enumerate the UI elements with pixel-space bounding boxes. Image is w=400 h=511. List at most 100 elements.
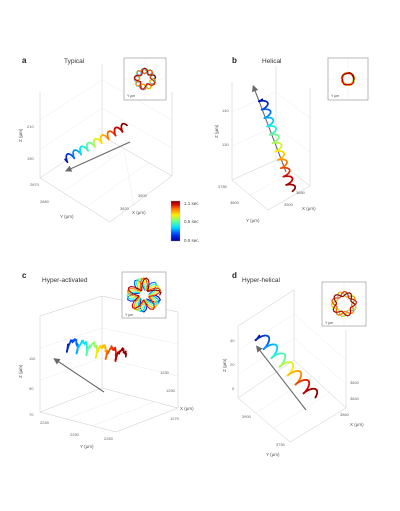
panel-a-trajectory-segment bbox=[125, 124, 128, 127]
panel-c-inset-segment bbox=[150, 292, 156, 296]
panel-d: d Hyper-helical Z (µm) Y (µm) X (µm) 390… bbox=[222, 271, 367, 457]
panel-c-inset-segment bbox=[147, 279, 150, 285]
panel-b-tick: 130 bbox=[222, 142, 229, 147]
panel-c-inset-segment bbox=[133, 288, 139, 291]
panel-d-z-label: Z (µm) bbox=[222, 358, 227, 372]
panel-c-tick: 2260 bbox=[104, 436, 114, 441]
panel-a-inset-label: Y µm bbox=[127, 94, 135, 98]
panel-c-inset-segment bbox=[135, 282, 139, 289]
panel-c-inset-segment bbox=[136, 306, 141, 311]
panel-a-inset: Y µm bbox=[123, 57, 167, 101]
panel-c-inset-segment bbox=[138, 299, 141, 304]
panel-b-inset-label: Y µm bbox=[331, 94, 339, 98]
panel-b-tick: 3780 bbox=[218, 184, 228, 189]
panel-c-inset-segment bbox=[141, 282, 143, 288]
panel-c-inset-segment bbox=[143, 279, 147, 285]
panel-c-inset-segment bbox=[133, 290, 139, 292]
panel-c-inset-segment bbox=[141, 308, 145, 313]
panel-c-inset-segment bbox=[143, 304, 146, 310]
panel-c-inset-segment bbox=[133, 301, 137, 307]
panel-c-tick: 1230 bbox=[160, 370, 170, 375]
panel-b-trajectory-segment bbox=[291, 189, 295, 193]
panel-c-inset-segment bbox=[131, 292, 137, 296]
panel-d-tick: 0 bbox=[232, 386, 235, 391]
panel-b-tick: 140 bbox=[222, 108, 229, 113]
panel-a-axes-box bbox=[39, 64, 173, 223]
panel-c-inset-segment bbox=[134, 298, 139, 303]
panel-c-inset-segment bbox=[135, 279, 138, 284]
panel-c-inset: Y µm bbox=[121, 271, 167, 319]
panel-c-inset-segment bbox=[146, 305, 151, 310]
panel-b-trajectory bbox=[258, 98, 297, 193]
panel-c-trajectory bbox=[66, 338, 127, 362]
panel-c-tick: 70 bbox=[29, 412, 34, 417]
panel-c-tick: 2240 bbox=[40, 420, 50, 425]
panel-c-inset-segment bbox=[148, 283, 154, 288]
panel-c-inset-segment bbox=[141, 303, 145, 309]
panel-c-inset-segment bbox=[151, 294, 157, 297]
panel-c-inset-segment bbox=[154, 290, 159, 294]
panel-a-tick: 2880 bbox=[40, 199, 50, 204]
panel-a-tick: 3820 bbox=[120, 206, 130, 211]
panel-c-inset-segment bbox=[133, 297, 138, 302]
panel-c-inset-segment bbox=[135, 302, 138, 308]
panel-c-tick: 110 bbox=[29, 356, 36, 361]
colorbar-label-mid: 0.5 sec bbox=[184, 219, 199, 224]
panel-d-tick: 3820 bbox=[350, 380, 360, 385]
panel-c-inset-segment bbox=[138, 307, 143, 312]
panel-a-inset-trajectory bbox=[133, 67, 157, 91]
panel-a-direction-arrow bbox=[64, 141, 131, 172]
panel-c-inset-segment bbox=[127, 292, 132, 296]
panel-c-y-label: Y (µm) bbox=[80, 444, 94, 449]
panel-d-tick: 20 bbox=[230, 362, 235, 367]
panel-c-inset-segment bbox=[137, 278, 140, 284]
panel-b-z-label: Z (µm) bbox=[214, 124, 219, 138]
colorbar: 1.1 sec 0.5 sec 0.0 sec bbox=[170, 200, 199, 243]
panel-c: c Hyper-activated Z (µm) Y (µm) X (µm) 2… bbox=[18, 271, 194, 449]
panel-c-inset-segment bbox=[148, 296, 153, 300]
panel-c-tick: 2250 bbox=[70, 432, 80, 437]
panel-d-label: d bbox=[232, 271, 237, 280]
panel-c-direction-arrow bbox=[53, 358, 105, 393]
panel-a-tick: 2870 bbox=[30, 182, 40, 187]
colorbar-label-min: 0.0 sec bbox=[184, 238, 199, 243]
panel-a-x-label: X (µm) bbox=[132, 210, 146, 215]
panel-c-inset-segment bbox=[136, 298, 140, 304]
panel-c-z-label: Z (µm) bbox=[18, 364, 23, 378]
panel-c-inset-segment bbox=[143, 284, 146, 290]
panel-d-axes-box bbox=[237, 289, 347, 443]
panel-c-inset-segment bbox=[145, 279, 148, 285]
panel-c-inset-segment bbox=[150, 289, 156, 292]
panel-d-tick: 40 bbox=[230, 338, 235, 343]
panel-a-tick: 3800 bbox=[138, 193, 148, 198]
panel-d-inset-trajectory bbox=[331, 291, 357, 317]
panel-c-inset-segment bbox=[145, 301, 150, 306]
panel-c-inset-segment bbox=[130, 294, 136, 297]
panel-c-inset-segment bbox=[155, 300, 159, 305]
panel-b-tick: 3800 bbox=[230, 200, 240, 205]
panel-d-trajectory-segment bbox=[314, 395, 317, 399]
panel-d-x-label: X (µm) bbox=[350, 422, 364, 427]
panel-a-label: a bbox=[22, 56, 27, 65]
panel-c-inset-segment bbox=[149, 291, 155, 295]
panel-d-tick: 3840 bbox=[350, 396, 360, 401]
panel-d-tick: 3900 bbox=[242, 414, 252, 419]
panel-c-inset-segment bbox=[127, 294, 132, 298]
panel-b-tick: 3880 bbox=[296, 190, 306, 195]
panel-c-inset-segment bbox=[150, 298, 154, 304]
panel-c-inset-segment bbox=[142, 285, 145, 290]
panel-a-y-label: Y (µm) bbox=[60, 214, 74, 219]
panel-c-inset-segment bbox=[144, 302, 148, 307]
panel-b-label: b bbox=[232, 56, 237, 65]
panel-b-inset: Y µm bbox=[327, 57, 369, 101]
panel-c-inset-segment bbox=[147, 283, 150, 289]
panel-c-inset-segment bbox=[148, 304, 153, 309]
panel-c-label: c bbox=[22, 271, 27, 280]
panel-d-trajectory bbox=[254, 334, 319, 399]
panel-b-y-label: Y (µm) bbox=[246, 218, 260, 223]
panel-c-inset-segment bbox=[139, 303, 144, 308]
panel-a-title: Typical bbox=[64, 58, 85, 65]
panel-b-inset-segment bbox=[353, 77, 355, 80]
panel-b-title: Helical bbox=[262, 58, 282, 65]
